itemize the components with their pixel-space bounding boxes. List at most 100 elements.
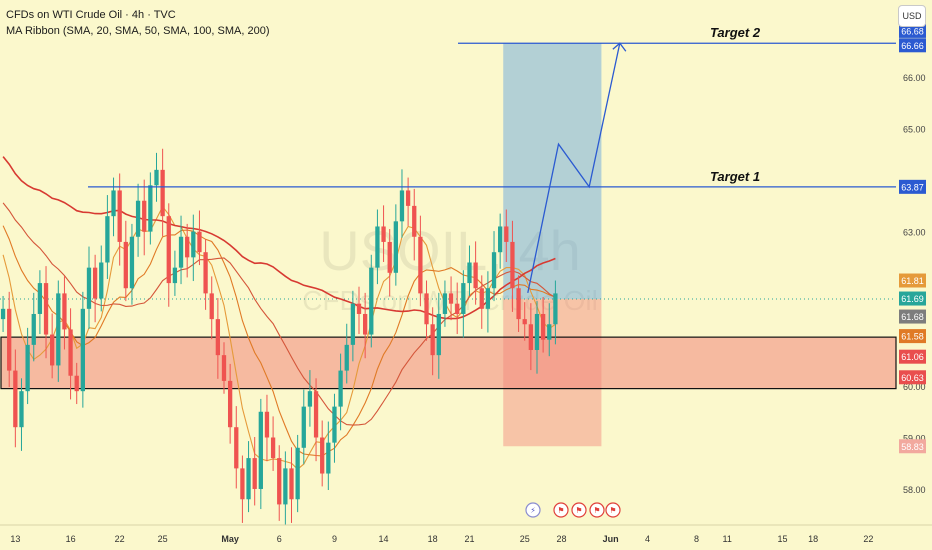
flag-event-icon — [571, 502, 587, 518]
candle-body — [510, 241, 515, 289]
date-tick-label: 16 — [66, 534, 76, 544]
candle-body — [0, 308, 6, 320]
event-icon-glyph: ⚡ — [530, 506, 536, 515]
candle-body — [43, 283, 49, 335]
currency-button[interactable]: USD — [898, 5, 926, 27]
price-tick-label: 66.00 — [903, 73, 926, 83]
candle-body — [258, 411, 263, 489]
candle-body — [37, 283, 43, 314]
date-tick-label: 14 — [379, 534, 389, 544]
candle-body — [166, 216, 171, 284]
date-tick-label: 4 — [645, 534, 650, 544]
candle-body — [111, 190, 116, 217]
date-tick-label: 11 — [723, 534, 732, 544]
candle-body — [473, 262, 478, 289]
candle-body — [320, 437, 325, 474]
candle-body — [123, 241, 128, 289]
candle-body — [160, 169, 165, 217]
candle-body — [399, 190, 405, 222]
price-tag-label: 63.87 — [901, 182, 924, 192]
candle-body — [338, 370, 343, 407]
date-tick-label: 18 — [808, 534, 818, 544]
candle-body — [13, 370, 18, 428]
candle-body — [534, 313, 540, 350]
candle-body — [326, 442, 331, 474]
candle-body — [442, 293, 448, 314]
candle-body — [283, 468, 288, 505]
candle-body — [50, 334, 55, 366]
candle-body — [117, 190, 122, 242]
candle-body — [80, 308, 85, 392]
candle-body — [172, 267, 178, 284]
candle-body — [540, 313, 546, 340]
candle-body — [7, 308, 12, 371]
candle-body — [307, 391, 313, 407]
candle-body — [289, 468, 294, 500]
candle-body — [105, 216, 110, 263]
candle-body — [227, 380, 233, 428]
candle-body — [479, 288, 484, 309]
candle-body — [461, 283, 466, 314]
price-tag-label: 61.58 — [901, 332, 924, 342]
price-tag-label: 61.68 — [901, 312, 924, 322]
projected-path — [527, 43, 621, 294]
candle-body — [504, 226, 509, 242]
price-tag — [899, 38, 926, 53]
price-tag-label: 66.66 — [901, 41, 924, 51]
candle-body — [313, 391, 319, 438]
candle-body — [344, 344, 349, 371]
candle-body — [516, 288, 521, 320]
candle-body — [185, 236, 190, 258]
candle-body — [528, 324, 533, 350]
candle-body — [553, 293, 558, 325]
candle-body — [19, 391, 24, 428]
date-tick-label: 25 — [158, 534, 168, 544]
price-tick-label: 63.00 — [903, 228, 926, 238]
support-zone — [0, 336, 897, 390]
date-tick-label: 6 — [277, 534, 282, 544]
price-tag — [899, 179, 926, 194]
candle-body — [62, 293, 67, 330]
level-label: Target 2 — [710, 25, 761, 40]
candle-body — [129, 236, 135, 289]
chart-title: CFDs on WTI Crude Oil · 4h · TVC — [6, 9, 176, 21]
indicator-legend[interactable]: MA Ribbon (SMA, 20, SMA, 50, SMA, 100, S… — [6, 25, 270, 37]
date-tick-label: Jun — [603, 534, 619, 544]
candle-body — [31, 313, 36, 345]
candle-body — [215, 319, 221, 356]
flag-event-icon — [605, 502, 621, 518]
candle-body — [148, 185, 153, 232]
candle-body — [363, 313, 368, 335]
candle-body — [221, 355, 227, 381]
candle-body — [252, 458, 257, 489]
candle-body — [270, 437, 276, 459]
date-tick-label: 22 — [863, 534, 873, 544]
date-tick-label: 18 — [428, 534, 438, 544]
lightning-event-icon — [525, 502, 541, 518]
candle-body — [430, 324, 435, 356]
date-tick-label: 15 — [777, 534, 787, 544]
candle-body — [448, 293, 454, 304]
candle-body — [522, 319, 527, 325]
candle-body — [154, 169, 159, 186]
candle-body — [234, 427, 239, 469]
price-tag-label: 61.81 — [901, 276, 924, 286]
price-tag — [899, 349, 926, 364]
candle-body — [387, 241, 392, 273]
date-tick-label: 22 — [115, 534, 125, 544]
candle-body — [424, 293, 429, 325]
candle-body — [178, 236, 184, 268]
candle-body — [381, 226, 386, 242]
event-icon-glyph: ⚑ — [609, 506, 616, 515]
flag-event-icon — [589, 502, 605, 518]
candle-body — [301, 406, 306, 448]
candle-body — [498, 226, 503, 253]
price-tag — [899, 439, 926, 454]
candle-body — [455, 303, 460, 314]
candle-body — [246, 458, 251, 500]
candle-body — [74, 375, 79, 392]
candle-body — [86, 267, 92, 309]
price-tag-label: 61.06 — [901, 352, 924, 362]
candle-body — [412, 205, 417, 237]
